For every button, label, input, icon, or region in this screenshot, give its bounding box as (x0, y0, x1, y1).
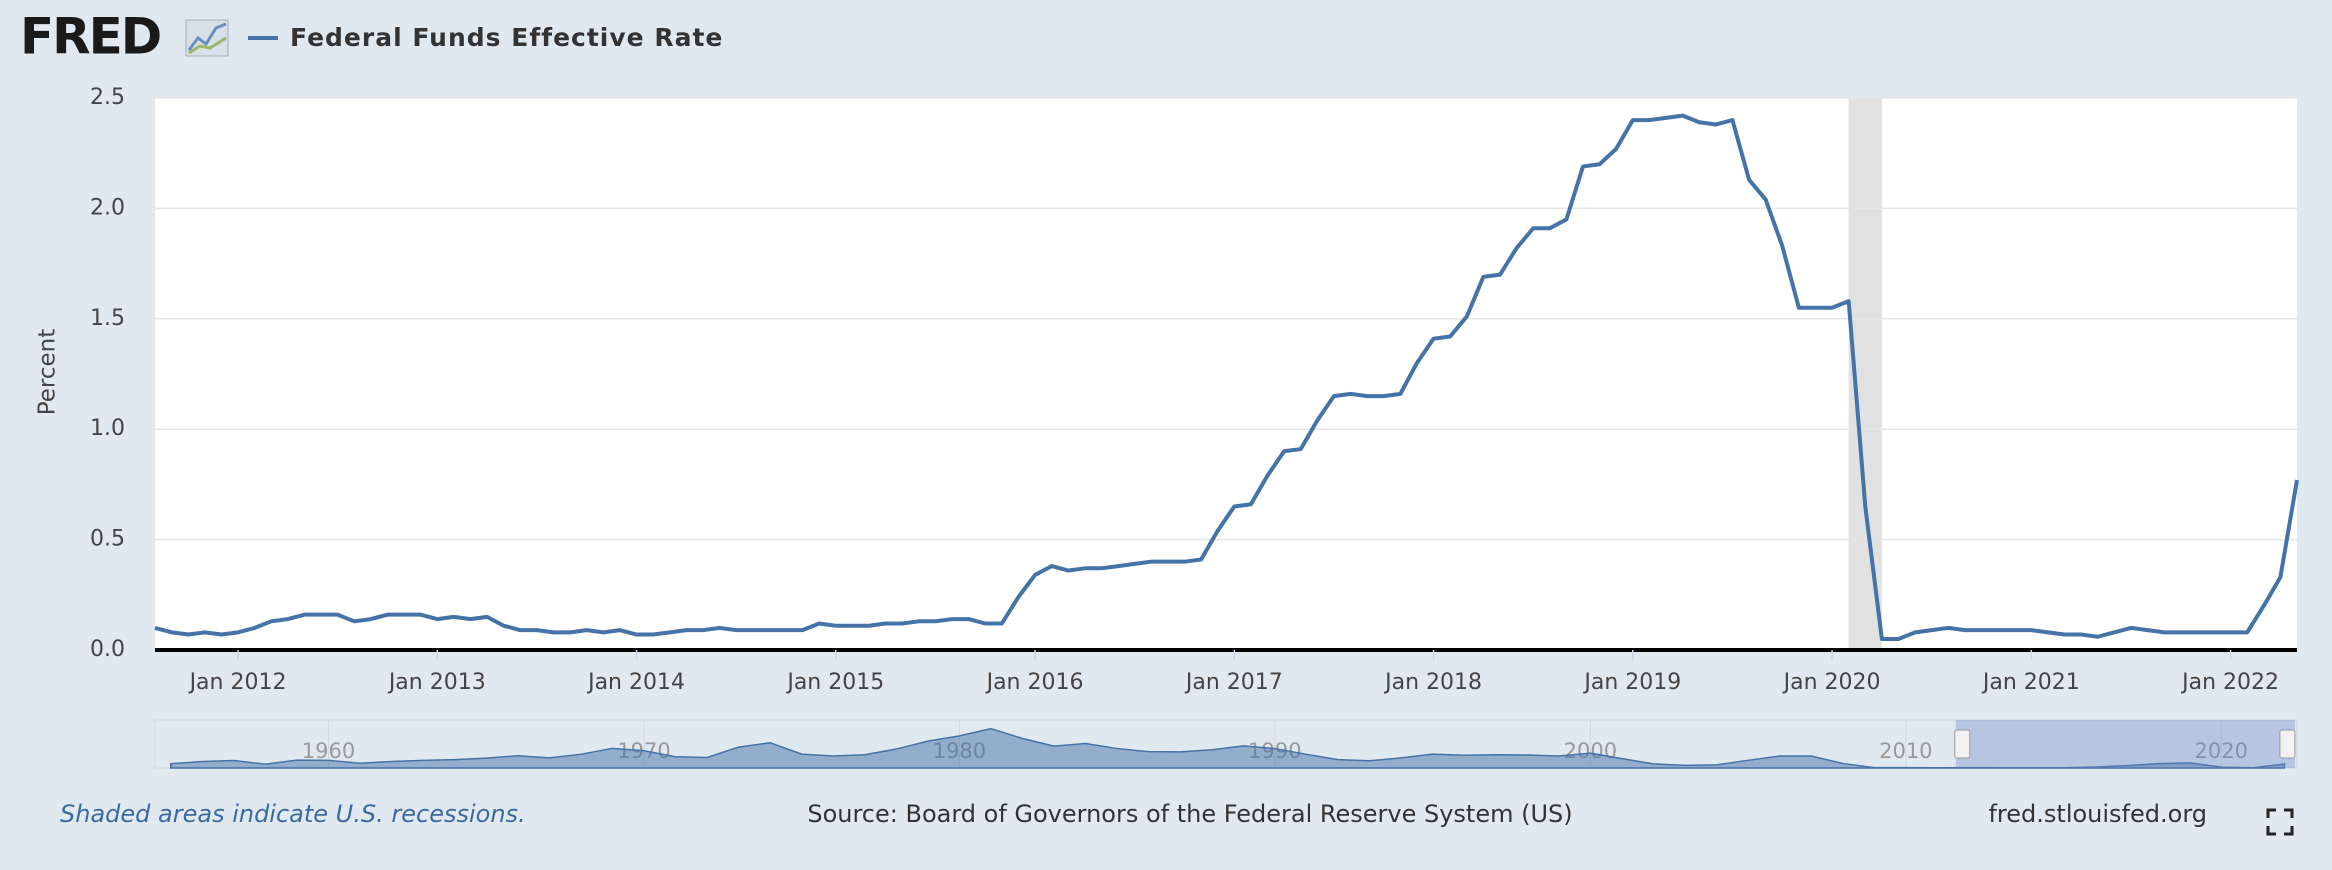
x-tick-label: Jan 2020 (1782, 670, 1881, 695)
x-tick-label: Jan 2021 (1981, 670, 2080, 695)
navigator-area (170, 727, 2286, 769)
recession-note: Shaded areas indicate U.S. recessions. (60, 800, 526, 828)
x-tick-label: Jan 2022 (2180, 670, 2279, 695)
x-tick-label: Jan 2013 (387, 670, 486, 695)
y-tick-label: 2.0 (90, 195, 125, 220)
x-tick-label: Jan 2014 (586, 670, 685, 695)
site-link[interactable]: fred.stlouisfed.org (1988, 800, 2207, 828)
navigator-tick-label: 2010 (1879, 739, 1932, 763)
x-tick-label: Jan 2018 (1383, 670, 1482, 695)
logo: FRED (20, 8, 160, 66)
plot-area (155, 98, 2297, 650)
x-tick-label: Jan 2019 (1582, 670, 1681, 695)
navigator-handle[interactable] (2279, 729, 2296, 759)
y-tick-label: 1.5 (90, 306, 125, 331)
x-tick-label: Jan 2017 (1184, 670, 1283, 695)
x-tick-label: Jan 2012 (188, 670, 287, 695)
navigator-handle[interactable] (1954, 729, 1971, 759)
navigator-tick-label: 1960 (302, 739, 355, 763)
x-tick-label: Jan 2016 (985, 670, 1084, 695)
y-axis-label: Percent (35, 329, 61, 416)
fullscreen-button[interactable] (2266, 808, 2294, 836)
y-tick-label: 0.5 (90, 527, 125, 552)
source: Source: Board of Governors of the Federa… (807, 800, 1572, 828)
x-tick-label: Jan 2015 (785, 670, 884, 695)
y-tick-label: 0.0 (90, 637, 125, 662)
navigator-tick-label: 2020 (2195, 739, 2248, 763)
y-tick-label: 1.0 (90, 416, 125, 441)
legend-label: Federal Funds Effective Rate (290, 23, 723, 52)
y-tick-label: 2.5 (90, 85, 125, 110)
data-line (154, 113, 2299, 641)
navigator-selection (1955, 720, 2295, 768)
logo-icon (185, 19, 229, 57)
